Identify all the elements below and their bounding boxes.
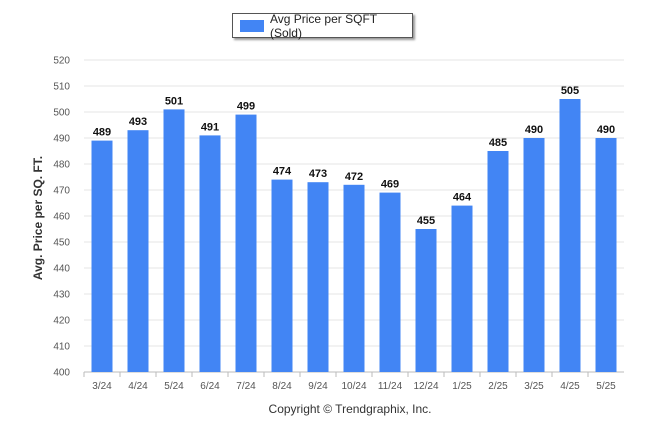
data-label: 491 [201, 121, 219, 133]
data-label: 489 [93, 127, 111, 139]
x-tick-label: 11/24 [378, 381, 403, 392]
bar[interactable] [271, 179, 293, 372]
y-axis-label: Avg. Price per SQ. FT. [31, 156, 45, 280]
y-tick-label: 510 [53, 82, 70, 93]
x-tick-label: 5/24 [164, 381, 184, 392]
x-tick-label: 12/24 [413, 381, 438, 392]
x-tick-label: 1/25 [452, 381, 472, 392]
x-tick-label: 8/24 [272, 381, 292, 392]
y-axis-ticks: 400 410 420 430 440 450 460 470 480 490 500 510 520 [53, 56, 70, 379]
data-label: 485 [489, 137, 507, 149]
bar[interactable] [595, 138, 617, 372]
bar[interactable] [199, 135, 221, 372]
bar[interactable] [343, 184, 365, 372]
data-label: 499 [237, 101, 255, 113]
y-tick-label: 400 [53, 368, 70, 379]
data-label: 490 [597, 124, 615, 136]
y-tick-label: 520 [53, 56, 70, 67]
data-label: 490 [525, 124, 543, 136]
data-labels: 489 493 501 491 499 474 473 472 469 455 464 485 490 5… [93, 85, 615, 227]
data-label: 493 [129, 116, 147, 128]
data-label: 464 [453, 192, 472, 204]
data-label: 474 [273, 166, 292, 178]
x-tick-label: 6/24 [200, 381, 220, 392]
bar[interactable] [127, 130, 149, 372]
x-tick-label: 2/25 [488, 381, 508, 392]
bar[interactable] [307, 182, 329, 372]
bar[interactable] [379, 192, 401, 372]
bar[interactable] [523, 138, 545, 372]
y-tick-label: 480 [53, 160, 70, 171]
bars [91, 99, 617, 373]
y-tick-label: 440 [53, 264, 70, 275]
y-tick-label: 490 [53, 134, 70, 145]
y-tick-label: 470 [53, 186, 70, 197]
legend-label: Avg Price per SQFT (Sold) [269, 11, 377, 40]
y-tick-label: 430 [53, 290, 70, 301]
y-tick-label: 450 [53, 238, 70, 249]
x-tick-label: 4/25 [560, 381, 580, 392]
y-tick-label: 500 [53, 108, 70, 119]
y-tick-label: 460 [53, 212, 70, 223]
bar[interactable] [91, 140, 113, 372]
bar[interactable] [235, 114, 257, 372]
chart-legend: Avg Price per SQFT (Sold) [232, 11, 413, 40]
bar[interactable] [451, 205, 473, 372]
x-tick-label: 3/24 [92, 381, 112, 392]
data-label: 473 [309, 168, 327, 180]
x-tick-label: 5/25 [596, 381, 616, 392]
x-axis-ticks: 3/24 4/24 5/24 6/24 7/24 8/24 9/24 10/24 11/24 12… [83, 372, 616, 392]
bar[interactable] [415, 229, 437, 372]
x-tick-label: 7/24 [236, 381, 256, 392]
legend-swatch [240, 19, 264, 32]
bar[interactable] [163, 109, 185, 373]
y-tick-label: 420 [53, 316, 70, 327]
x-tick-label: 9/24 [308, 381, 328, 392]
data-label: 455 [417, 215, 435, 227]
x-tick-label: 4/24 [128, 381, 148, 392]
data-label: 505 [561, 85, 579, 97]
y-tick-label: 410 [53, 342, 70, 353]
bar[interactable] [487, 151, 509, 372]
copyright-text: Copyright © Trendgraphix, Inc. [269, 402, 432, 416]
data-label: 472 [345, 171, 363, 183]
bar[interactable] [559, 99, 581, 372]
data-label: 501 [165, 95, 183, 107]
x-tick-label: 10/24 [341, 381, 366, 392]
data-label: 469 [381, 179, 399, 191]
x-tick-label: 3/25 [524, 381, 544, 392]
